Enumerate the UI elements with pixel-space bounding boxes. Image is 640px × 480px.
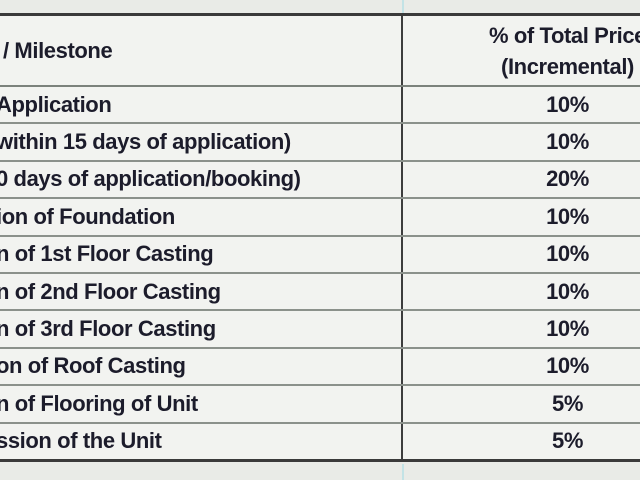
milestone-cell: n of 1st Floor Casting bbox=[0, 235, 403, 274]
percent-cell: 10% bbox=[402, 123, 640, 162]
milestone-cell: on of Roof Casting bbox=[0, 347, 403, 387]
percent-cell: 10% bbox=[402, 86, 640, 125]
percent-column-header: % of Total Price (Incremental) bbox=[402, 14, 640, 87]
percent-cell: 10% bbox=[402, 198, 640, 237]
table-row: 0 days of application/booking) 20% bbox=[0, 160, 640, 200]
percent-cell: 10% bbox=[402, 310, 640, 349]
table-row: n of 2nd Floor Casting 10% bbox=[0, 272, 640, 312]
header-row: / Milestone % of Total Price (Incrementa… bbox=[0, 14, 640, 87]
percent-cell: 10% bbox=[402, 235, 640, 274]
milestone-cell: Application bbox=[0, 86, 403, 125]
milestone-cell: n of 3rd Floor Casting bbox=[0, 310, 403, 349]
percent-cell: 5% bbox=[402, 422, 640, 462]
table-row: n of 1st Floor Casting 10% bbox=[0, 235, 640, 274]
milestone-cell: within 15 days of application) bbox=[0, 123, 403, 162]
milestone-cell: n of Flooring of Unit bbox=[0, 385, 403, 424]
sheet-gridline-bottom bbox=[402, 464, 404, 480]
milestone-cell: n of 2nd Floor Casting bbox=[0, 272, 403, 312]
percent-cell: 10% bbox=[402, 272, 640, 312]
percent-cell: 5% bbox=[402, 385, 640, 424]
percent-cell: 10% bbox=[402, 347, 640, 387]
milestone-cell: ssion of the Unit bbox=[0, 422, 403, 462]
table-row: on of Roof Casting 10% bbox=[0, 347, 640, 387]
payment-schedule-table: / Milestone % of Total Price (Incrementa… bbox=[0, 13, 640, 462]
percent-header-line2: (Incremental) bbox=[501, 53, 634, 79]
table-row: n of Flooring of Unit 5% bbox=[0, 385, 640, 424]
milestone-cell: ion of Foundation bbox=[0, 198, 403, 237]
table-row: within 15 days of application) 10% bbox=[0, 123, 640, 162]
sheet-gridline-top bbox=[402, 0, 404, 14]
milestone-column-header: / Milestone bbox=[0, 14, 403, 87]
table-row: ssion of the Unit 5% bbox=[0, 422, 640, 462]
milestone-cell: 0 days of application/booking) bbox=[0, 160, 403, 200]
table-row: Application 10% bbox=[0, 86, 640, 125]
table-row: ion of Foundation 10% bbox=[0, 198, 640, 237]
percent-header-line1: % of Total Price bbox=[489, 22, 640, 48]
percent-cell: 20% bbox=[402, 160, 640, 200]
table-row: n of 3rd Floor Casting 10% bbox=[0, 310, 640, 349]
